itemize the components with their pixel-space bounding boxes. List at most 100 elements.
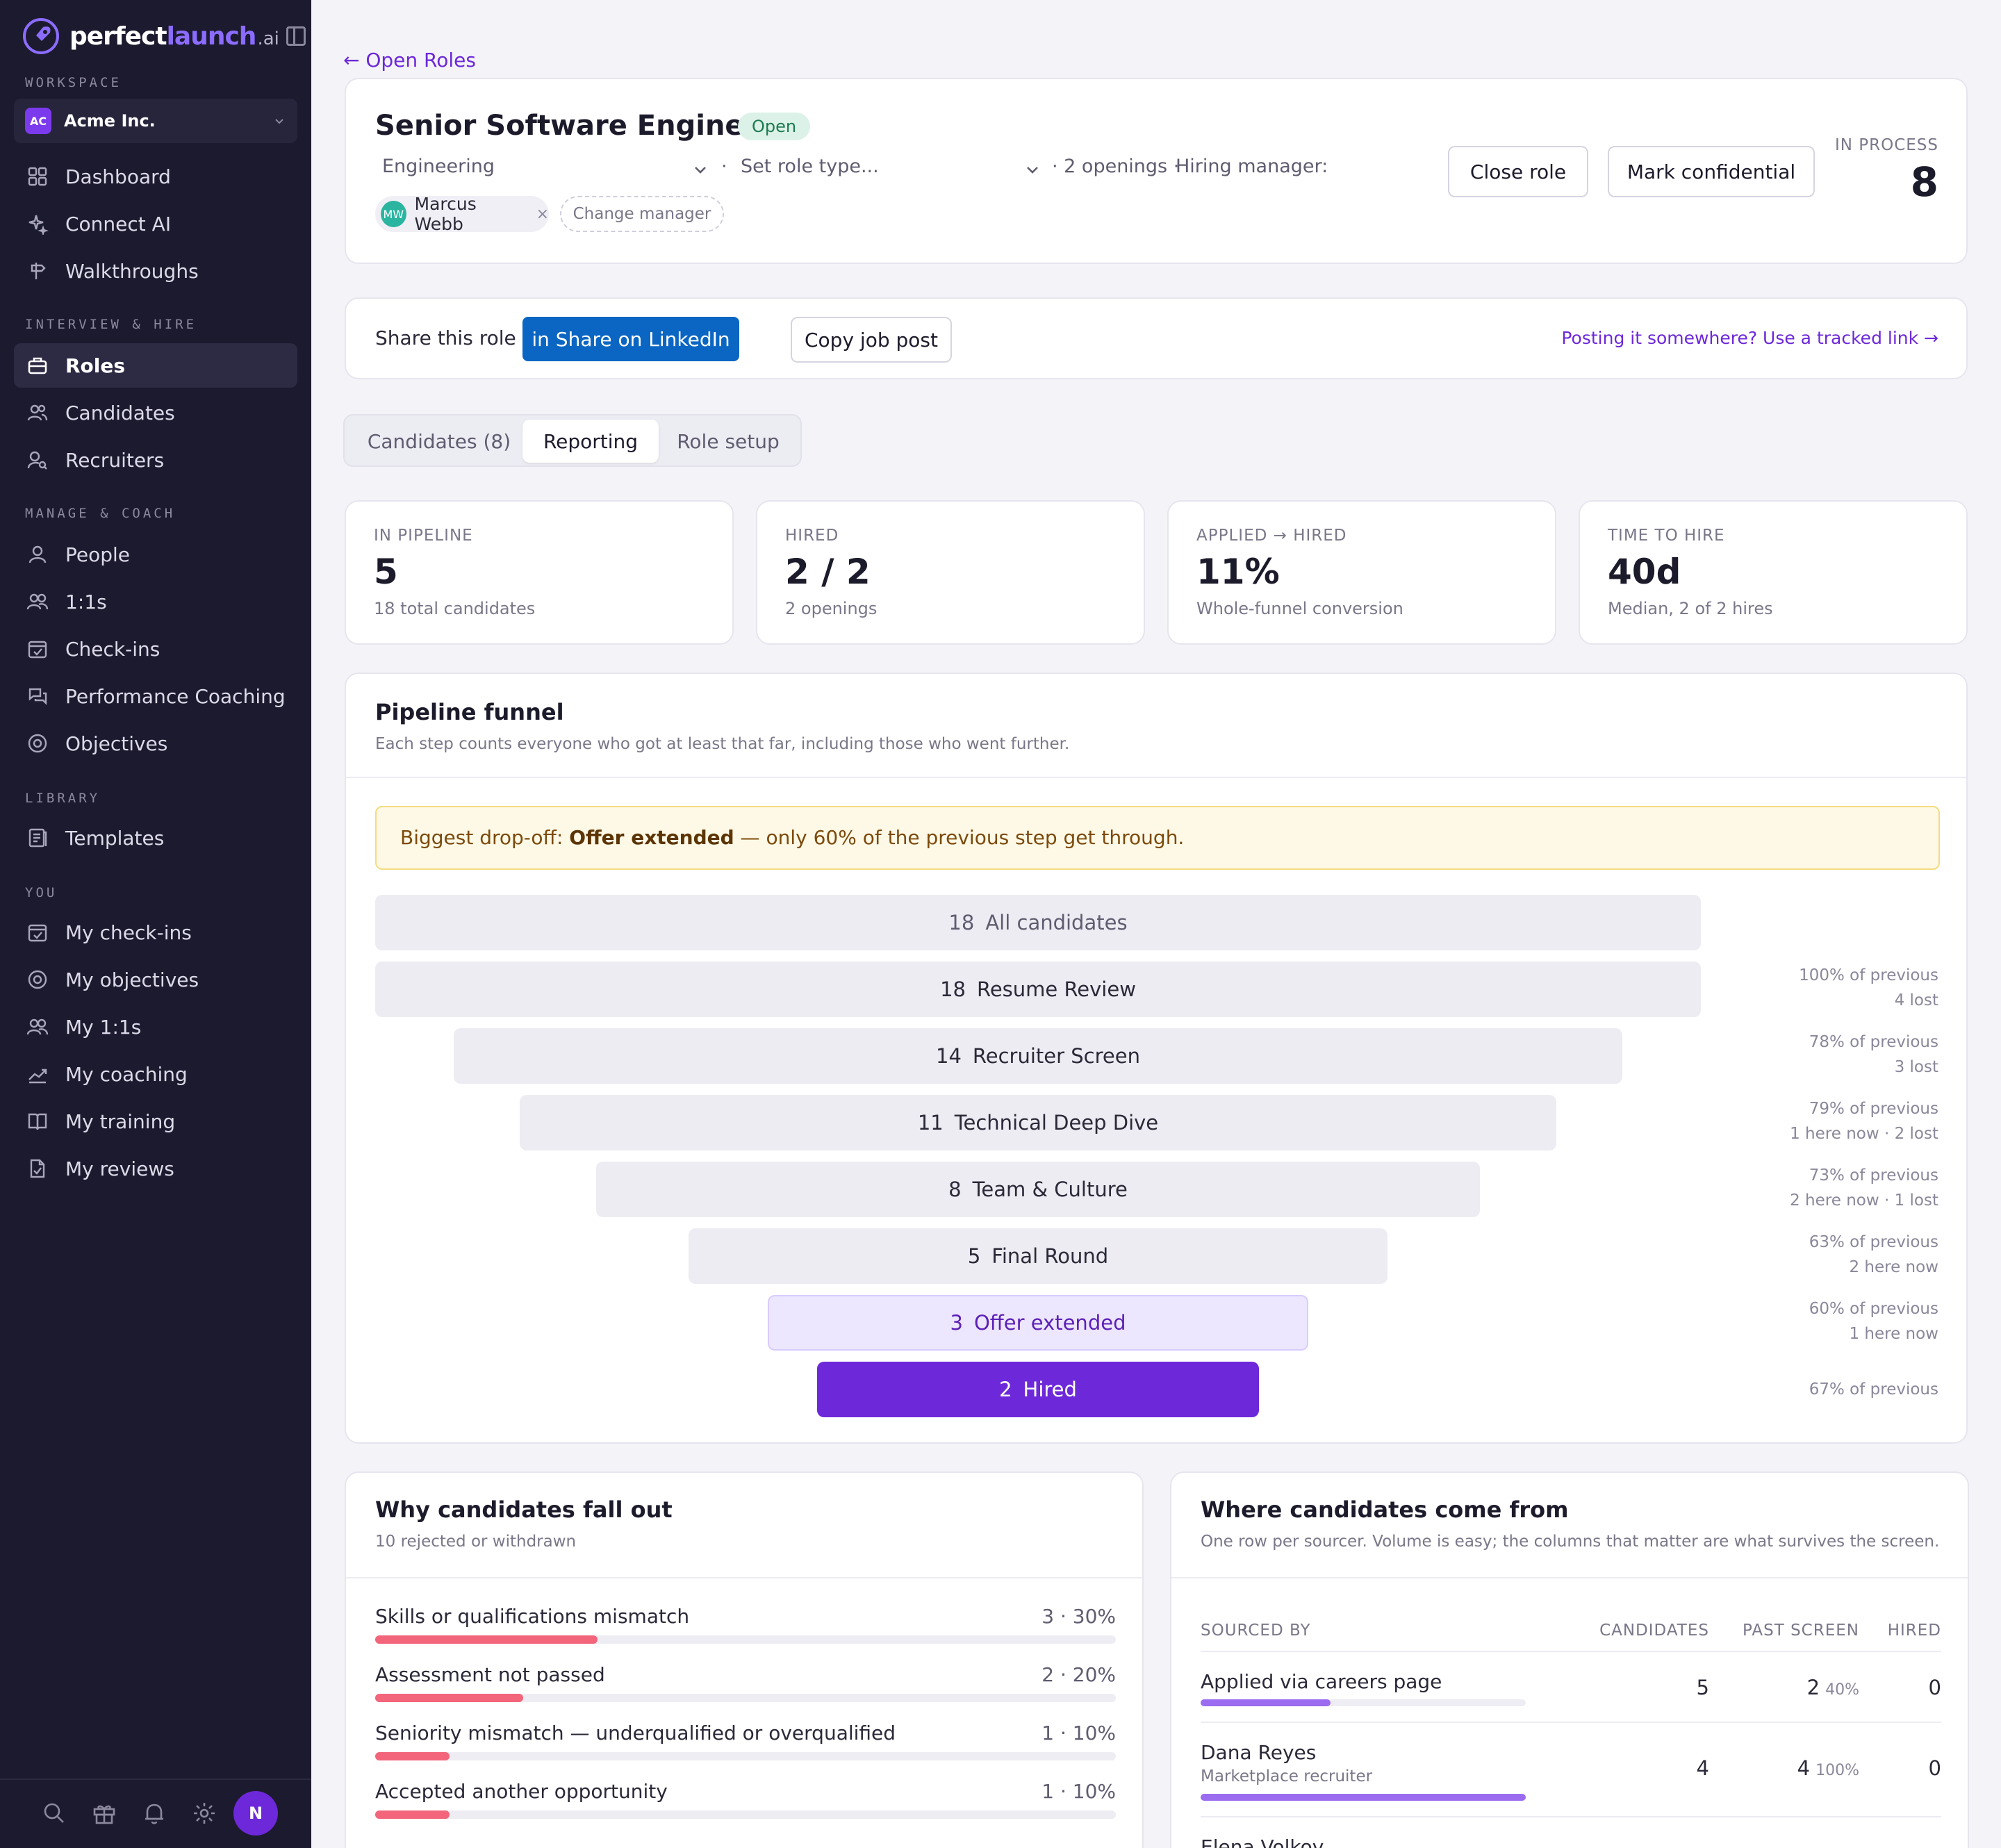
reason-label: Skills or qualifications mismatch [375,1605,690,1628]
reason-value: 1 · 10% [1041,1722,1116,1744]
alert-suffix: — only 60% of the previous step get thro… [734,826,1185,849]
sidebar-item-roles[interactable]: Roles [14,343,297,388]
funnel-step-detail: 2 here now · 1 lost [1790,1191,1938,1210]
alert-step: Offer extended [569,826,734,849]
stat-sub: 18 total candidates [374,599,536,618]
user-avatar[interactable]: N [233,1791,278,1835]
funnel-step-conversion: 79% of previous [1809,1100,1938,1118]
sidebar-item-people[interactable]: People [14,532,297,577]
funnel-step[interactable]: 11 Technical Deep Dive [520,1095,1556,1150]
sidebar-item-check-ins[interactable]: Check-ins [14,627,297,671]
sidebar-item-my-check-ins[interactable]: My check-ins [14,910,297,955]
reason-bar [375,1810,450,1819]
tab-reporting[interactable]: Reporting [522,420,659,463]
in-process-value: 8 [1910,158,1938,206]
chevron-down-icon[interactable] [692,161,709,178]
sidebar-item-my-reviews[interactable]: My reviews [14,1146,297,1191]
fallout-title: Why candidates fall out [375,1496,673,1523]
sidebar-item-my-objectives[interactable]: My objectives [14,957,297,1002]
funnel-step[interactable]: 8 Team & Culture [596,1162,1480,1217]
sidebar-item-label: My reviews [65,1157,174,1180]
main-content: ← Open Roles Senior Software Engineer Op… [311,0,2001,1848]
gift-icon[interactable] [92,1801,117,1826]
sidebar-item-my-training[interactable]: My training [14,1099,297,1144]
col-past-screen[interactable]: PAST SCREEN [1742,1622,1859,1640]
manager-avatar: MW [381,201,406,227]
reason-track [375,1694,1116,1702]
sidebar-item-candidates[interactable]: Candidates [14,390,297,435]
source-row[interactable]: Applied via careers page 5 2 40% 0 [1201,1651,1941,1722]
section-workspace: WORKSPACE [25,75,122,90]
file-check-icon [30,1159,45,1178]
brand-logo[interactable]: perfect launch .ai [22,17,306,56]
department-select[interactable]: Engineering [382,156,495,177]
copy-job-post-button[interactable]: Copy job post [791,317,952,363]
sidebar-item-recruiters[interactable]: Recruiters [14,438,297,482]
col-candidates[interactable]: CANDIDATES [1599,1622,1709,1640]
reason-label: Seniority mismatch — underqualified or o… [375,1722,896,1744]
funnel-step-detail: 3 lost [1894,1058,1938,1076]
sidebar-item-label: Recruiters [65,448,165,472]
stat-value: 5 [374,552,398,592]
sidebar-item-label: 1:1s [65,590,107,613]
pipeline-funnel-card: Pipeline funnel Each step counts everyon… [345,673,1968,1444]
source-row[interactable]: Dana Reyes Marketplace recruiter 4 4 100% 0 [1201,1722,1941,1816]
stat-label: APPLIED → HIRED [1196,527,1347,545]
openings-count: · 2 openings · [1052,156,1180,177]
col-sourced-by[interactable]: SOURCED BY [1201,1622,1311,1640]
stat-value: 11% [1196,552,1280,592]
workspace-switcher[interactable]: AC Acme Inc. [14,99,297,143]
tracked-link[interactable]: Posting it somewhere? Use a tracked link… [1561,328,1938,348]
funnel-step-note: 79% of previous 1 here now · 2 lost [1730,1096,1938,1146]
sidebar-item-dashboard[interactable]: Dashboard [14,154,297,199]
back-link[interactable]: ← Open Roles [343,49,476,72]
reason-value: 3 · 30% [1041,1605,1116,1628]
tab-role-setup[interactable]: Role setup [677,429,780,453]
funnel-step[interactable]: 14 Recruiter Screen [453,1028,1623,1084]
sidebar-item-performance-coaching[interactable]: Performance Coaching [14,674,297,718]
sidebar-item-label: Walkthroughs [65,259,199,283]
funnel-step-conversion: 67% of previous [1809,1380,1938,1399]
funnel-step[interactable]: 3 Offer extended [767,1295,1309,1351]
funnel-step-conversion: 73% of previous [1809,1166,1938,1185]
change-manager-button[interactable]: Change manager [560,196,724,232]
gear-icon[interactable] [192,1801,217,1826]
remove-manager-icon[interactable]: × [536,205,549,223]
source-past-pct: 40% [1825,1681,1859,1699]
share-linkedin-button[interactable]: in Share on LinkedIn [522,317,739,361]
funnel-step-name: Resume Review [976,977,1136,1001]
reason-track [375,1635,1116,1644]
sidebar-item-walkthroughs[interactable]: Walkthroughs [14,249,297,293]
sidebar-item-my-coaching[interactable]: My coaching [14,1052,297,1096]
sidebar-item-1on1s[interactable]: 1:1s [14,579,297,624]
role-type-select[interactable]: Set role type... [741,156,879,177]
source-row[interactable]: Elena Volkov [1201,1816,1941,1848]
funnel-step[interactable]: 5 Final Round [689,1228,1387,1284]
search-icon[interactable] [42,1801,67,1826]
funnel-step-count: 3 [950,1311,963,1335]
sidebar-item-my-1on1s[interactable]: My 1:1s [14,1005,297,1049]
collapse-sidebar-icon[interactable] [286,26,306,46]
sidebar-item-connect-ai[interactable]: Connect AI [14,201,297,246]
tab-candidates[interactable]: Candidates (8) [367,429,511,453]
sidebar-item-objectives[interactable]: Objectives [14,721,297,766]
funnel-step[interactable]: 18 Resume Review [375,962,1701,1017]
drop-off-alert: Biggest drop-off: Offer extended — only … [375,806,1940,870]
chevron-down-icon[interactable] [1024,161,1041,178]
section-you: YOU [25,885,58,900]
sidebar-item-label: My 1:1s [65,1015,142,1039]
sidebar-item-label: Connect AI [65,212,172,236]
funnel-step[interactable]: 2 Hired [817,1362,1259,1417]
funnel-step-detail: 4 lost [1894,991,1938,1009]
funnel-step[interactable]: 18 All candidates [375,895,1701,950]
trend-icon [28,1069,47,1084]
funnel-step-count: 2 [999,1378,1012,1401]
bell-icon[interactable] [142,1801,167,1826]
col-hired[interactable]: HIRED [1887,1622,1941,1640]
mark-confidential-button[interactable]: Mark confidential [1608,146,1815,197]
sidebar-item-templates[interactable]: Templates [14,816,297,860]
stat-sub: 2 openings [785,599,878,618]
sidebar-item-label: My training [65,1109,176,1133]
sidebar-item-label: Templates [65,826,165,850]
close-role-button[interactable]: Close role [1448,146,1588,197]
